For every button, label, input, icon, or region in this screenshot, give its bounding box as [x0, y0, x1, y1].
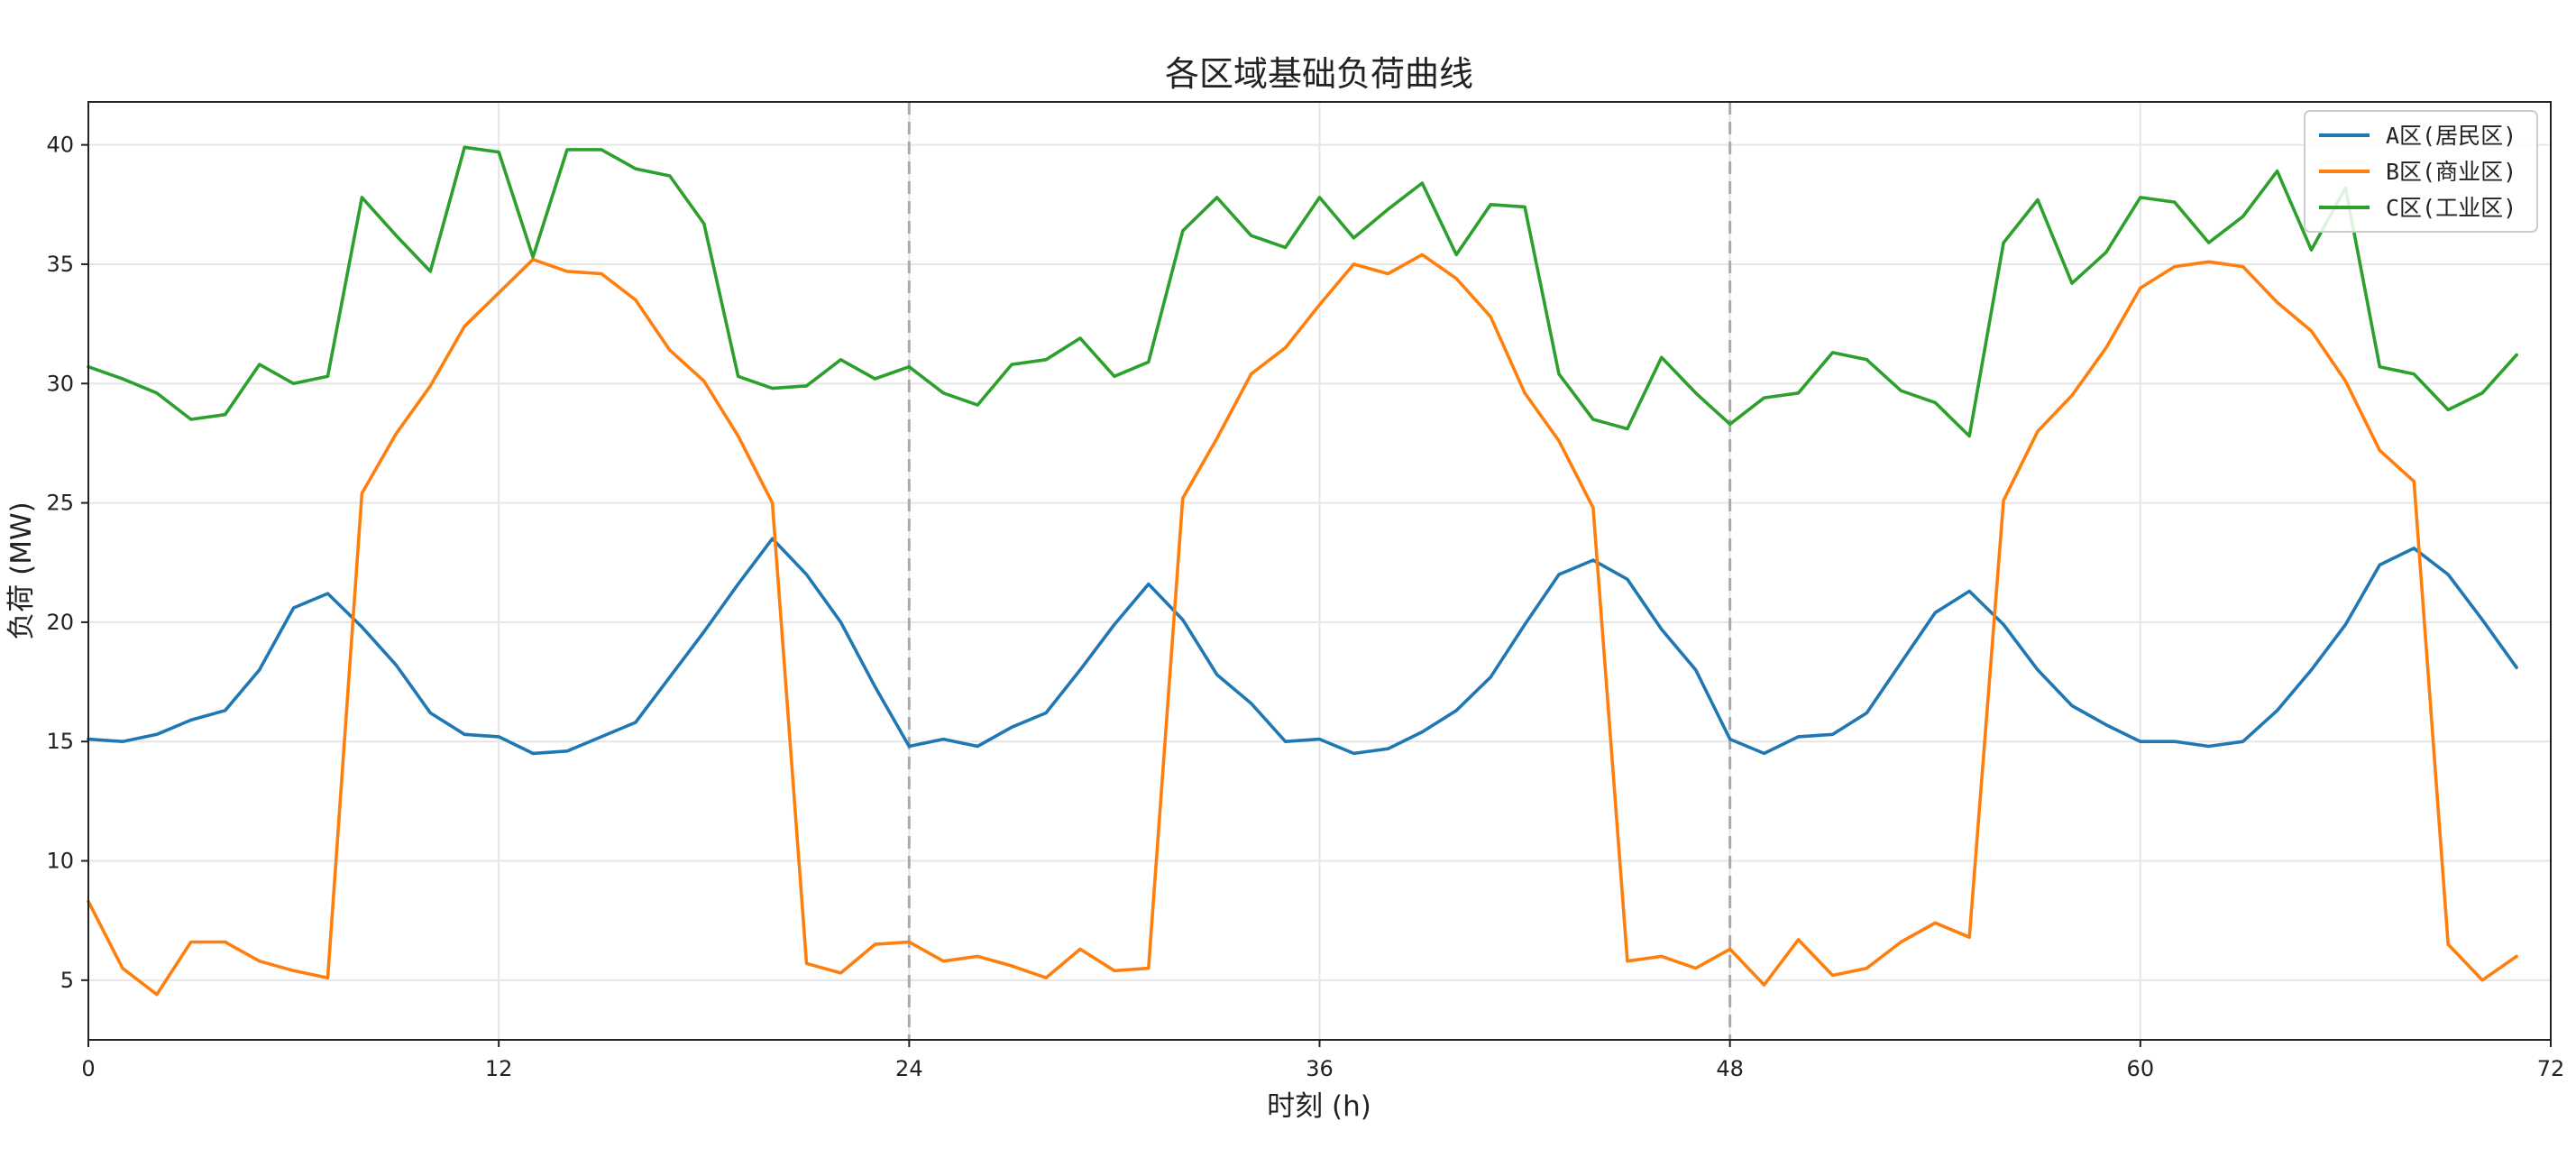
- y-tick-label: 15: [46, 729, 74, 754]
- series-line-commercial: [87, 253, 2518, 997]
- legend-label-commercial: B区(商业区): [2386, 159, 2516, 185]
- x-tick-label: 24: [895, 1056, 923, 1081]
- legend-label-residential: A区(居民区): [2386, 123, 2516, 149]
- legend: A区(居民区) B区(商业区) C区(工业区): [2304, 110, 2538, 233]
- vertical-reference-lines: [907, 102, 1732, 1040]
- y-tick-label: 35: [46, 252, 74, 277]
- x-tick-label: 72: [2537, 1056, 2565, 1081]
- x-tick-label: 0: [81, 1056, 95, 1081]
- x-tick-label: 36: [1306, 1056, 1334, 1081]
- legend-label-industrial: C区(工业区): [2386, 195, 2516, 221]
- y-tick-label: 10: [46, 849, 74, 874]
- y-tick-label: 20: [46, 610, 74, 635]
- x-tick-label: 60: [2127, 1056, 2155, 1081]
- y-axis-title: 负荷 (MW): [5, 501, 38, 639]
- series-layer: [87, 145, 2518, 997]
- y-axis-ticks: 5 10 15 20 25 30 35 40: [46, 133, 88, 993]
- x-tick-label: 48: [1716, 1056, 1744, 1081]
- series-line-industrial: [87, 145, 2518, 438]
- series-line-residential: [87, 537, 2518, 756]
- legend-box: [2304, 110, 2538, 233]
- y-tick-label: 40: [46, 133, 74, 158]
- x-axis-ticks: 0 12 24 36 48 60 72: [81, 1040, 2564, 1081]
- y-tick-label: 30: [46, 371, 74, 396]
- x-axis-title: 时刻 (h): [1267, 1090, 1371, 1123]
- y-tick-label: 5: [60, 968, 74, 993]
- x-tick-label: 12: [485, 1056, 513, 1081]
- y-tick-label: 25: [46, 491, 74, 516]
- chart-title: 各区域基础负荷曲线: [1165, 54, 1473, 94]
